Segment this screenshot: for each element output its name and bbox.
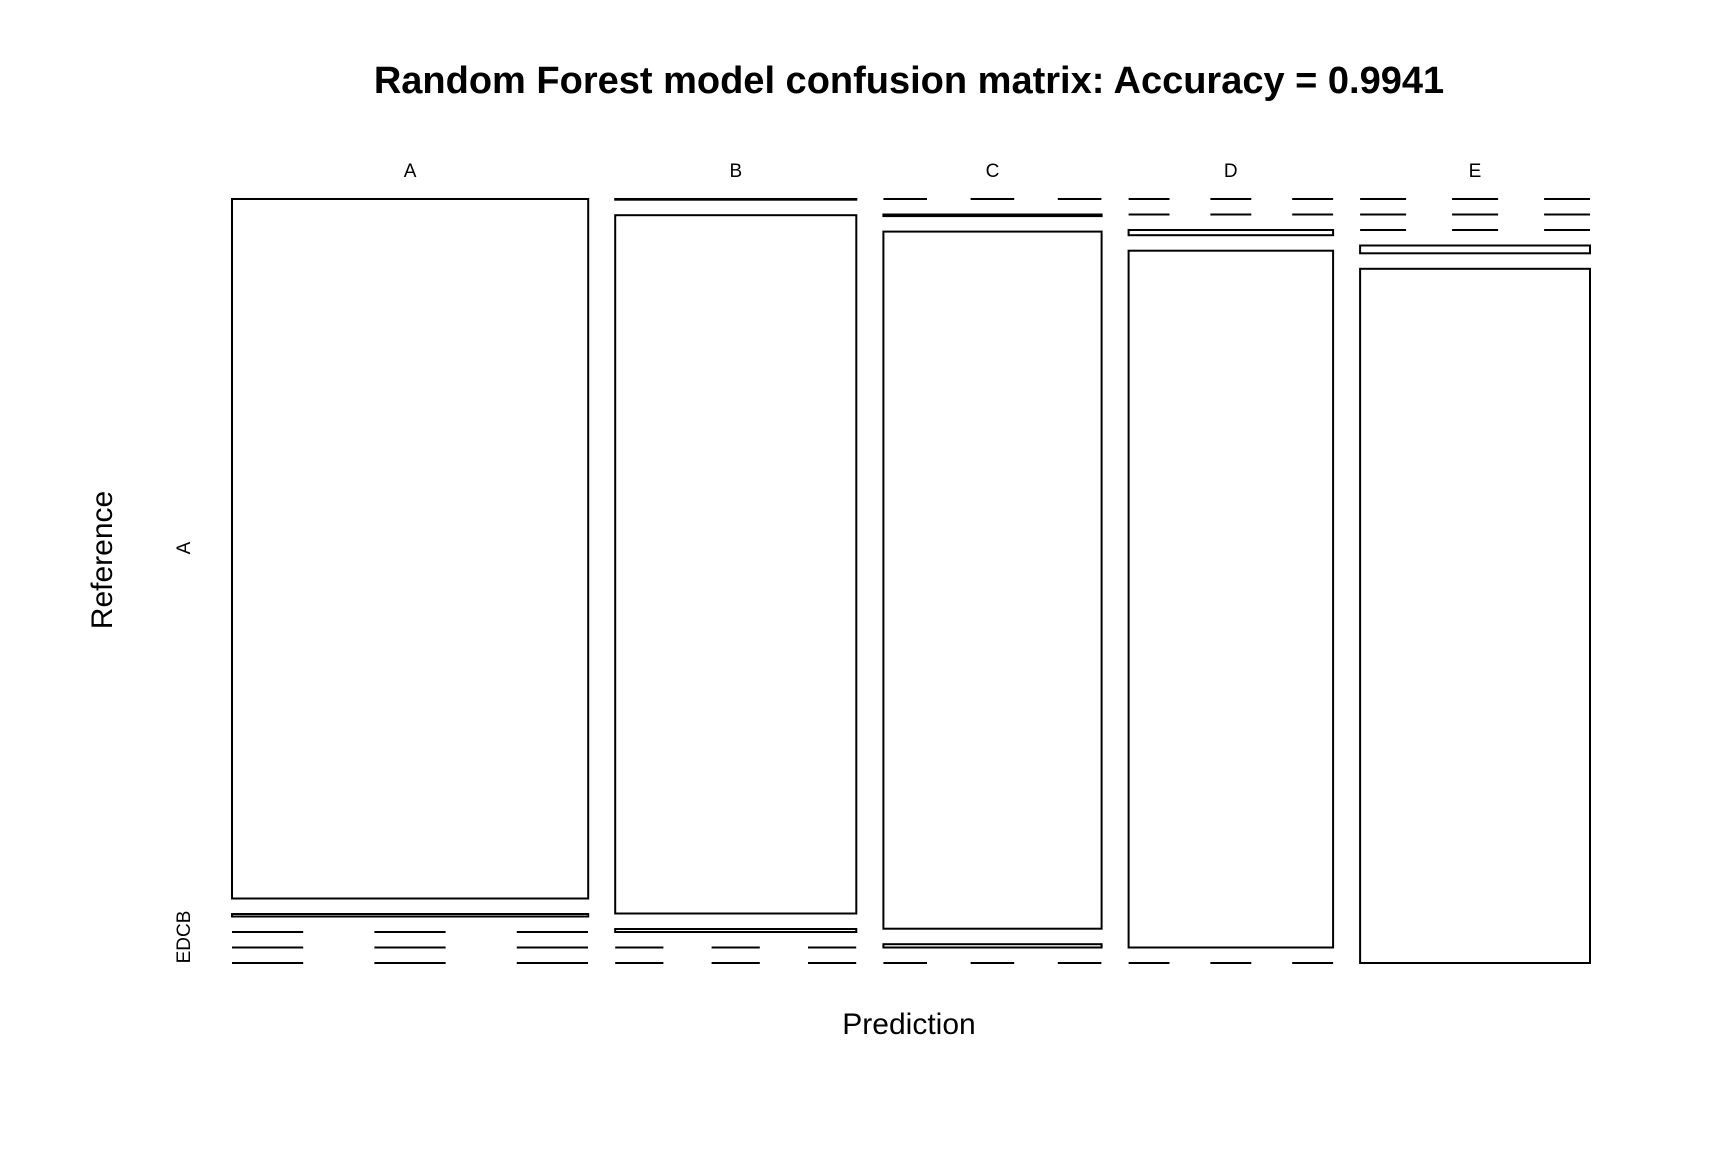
tile-pred-c-ref-d: [882, 943, 1103, 949]
x-tick-label-a: A: [404, 161, 417, 182]
y-tick-label-bottom: EDCB: [174, 911, 195, 964]
tile-pred-b-ref-a: [614, 198, 858, 201]
x-tick-label-b: B: [729, 161, 742, 182]
tile-pred-a-ref-a: [231, 198, 590, 900]
chart-title: Random Forest model confusion matrix: Ac…: [374, 60, 1444, 102]
y-tick-label-top: A: [174, 541, 195, 554]
tile-pred-b-ref-b: [614, 214, 858, 915]
x-tick-label-c: C: [986, 161, 1000, 182]
tile-pred-b-ref-c: [614, 928, 858, 933]
tile-pred-d-ref-c: [1127, 229, 1335, 237]
tile-pred-a-ref-b: [231, 913, 590, 918]
tile-pred-c-ref-c: [882, 230, 1103, 930]
tile-pred-c-ref-b: [882, 213, 1103, 218]
tile-pred-e-ref-e: [1359, 267, 1591, 964]
x-tick-label-d: D: [1224, 161, 1238, 182]
mosaic-tiles: [231, 198, 1591, 964]
x-tick-label-e: E: [1469, 161, 1482, 182]
x-axis-label: Prediction: [842, 1008, 975, 1041]
tile-pred-d-ref-d: [1127, 249, 1335, 949]
x-tick-labels: A B C D E: [404, 161, 1482, 182]
tile-pred-e-ref-d: [1359, 244, 1591, 255]
y-axis-label: Reference: [86, 491, 119, 629]
